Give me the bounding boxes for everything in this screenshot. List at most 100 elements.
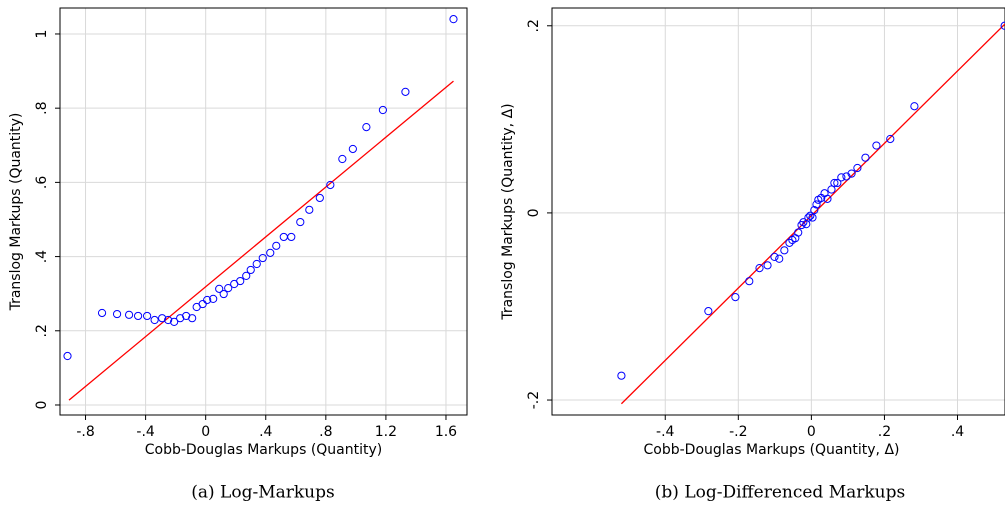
point — [97, 308, 107, 318]
x-tick-label: -.8 — [76, 424, 94, 440]
point — [164, 315, 173, 325]
point — [170, 317, 179, 326]
point — [315, 193, 324, 203]
point — [806, 211, 815, 220]
point — [63, 351, 72, 361]
x-tick-label: 1.6 — [435, 424, 457, 440]
y-tick-label: 0 — [34, 401, 50, 410]
x-tick-label: .8 — [319, 424, 332, 440]
y-tick-label: .4 — [34, 250, 50, 263]
plot-area — [63, 15, 458, 401]
caption: (a) Log-Markups — [191, 483, 334, 503]
point — [338, 154, 347, 164]
point — [182, 311, 191, 321]
y-tick-label: -.2 — [526, 391, 542, 409]
x-axis-title: Cobb-Douglas Markups (Quantity) — [145, 442, 383, 458]
point — [853, 163, 862, 173]
point — [246, 265, 255, 275]
point — [827, 185, 836, 194]
point — [279, 232, 288, 242]
point — [804, 213, 813, 222]
x-tick-label: 1.2 — [375, 424, 397, 440]
point — [812, 200, 821, 209]
point — [112, 309, 122, 319]
x-tick-label: -.4 — [136, 424, 155, 440]
point — [287, 232, 296, 242]
point — [209, 294, 218, 303]
plot-frame — [59, 7, 468, 416]
caption: (b) Log-Differenced Markups — [655, 483, 905, 503]
point — [823, 194, 832, 203]
point — [348, 144, 357, 154]
point — [272, 241, 281, 250]
point — [401, 87, 410, 96]
point — [847, 169, 856, 178]
y-tick-label: 0 — [526, 208, 542, 217]
point — [296, 217, 305, 227]
x-tick-label: 0 — [201, 424, 210, 440]
point — [143, 311, 152, 321]
point — [124, 310, 134, 319]
point — [833, 178, 842, 188]
point — [252, 259, 261, 269]
x-axis-title: Cobb-Douglas Markups (Quantity, Δ) — [644, 442, 900, 458]
point — [449, 15, 458, 24]
point — [305, 205, 314, 214]
y-tick-label: .2 — [526, 19, 542, 32]
point — [266, 248, 275, 257]
point — [219, 289, 228, 299]
chart-panel: -.4 -.2 0 .2 .4 -.2 0 .2 Cobb-Douglas Markups (Q… — [500, 7, 1005, 503]
x-tick-label: -.4 — [656, 424, 675, 440]
point — [617, 371, 626, 380]
x-tick-label: .2 — [878, 424, 891, 440]
point — [785, 238, 794, 247]
y-tick-label: .8 — [34, 101, 50, 114]
x-tick-label: .4 — [951, 424, 964, 440]
x-tick-label: .4 — [259, 424, 272, 440]
point — [810, 205, 819, 215]
point — [215, 284, 224, 293]
point — [158, 314, 167, 323]
chart-panel: -.8 -.4 0 .4 .8 1.2 1.6 0 .2 .4 .6 .8 1 Cobb-Douglas … — [8, 7, 468, 503]
point — [198, 299, 207, 309]
point — [176, 314, 185, 323]
point — [872, 141, 881, 150]
point — [704, 307, 713, 316]
point — [910, 102, 919, 111]
point — [188, 314, 197, 323]
fit-line — [68, 80, 454, 401]
point — [362, 122, 371, 132]
point — [378, 105, 387, 115]
point — [133, 311, 143, 321]
plot-frame — [551, 7, 1005, 416]
point — [842, 172, 851, 181]
point — [755, 264, 764, 273]
y-tick-label: .2 — [34, 324, 50, 337]
point — [861, 153, 870, 162]
point — [794, 228, 803, 237]
y-tick-label: .6 — [34, 176, 50, 189]
x-tick-label: -.2 — [729, 424, 747, 440]
y-tick-label: 1 — [34, 30, 50, 39]
point — [242, 271, 251, 280]
point — [258, 253, 267, 263]
point — [224, 284, 233, 293]
point — [780, 246, 789, 255]
x-tick-label: 0 — [807, 424, 816, 440]
point — [236, 276, 245, 286]
y-axis-title: Translog Markups (Quantity, Δ) — [500, 103, 516, 320]
point — [775, 254, 784, 263]
point — [770, 252, 779, 261]
point — [731, 293, 740, 302]
point — [150, 315, 159, 325]
point — [326, 180, 335, 190]
y-axis-title: Translog Markups (Quantity) — [8, 113, 24, 312]
point — [808, 213, 817, 222]
point — [830, 178, 839, 188]
point — [203, 295, 212, 305]
plot-area — [617, 21, 1005, 405]
point — [886, 134, 895, 144]
point — [745, 277, 754, 286]
